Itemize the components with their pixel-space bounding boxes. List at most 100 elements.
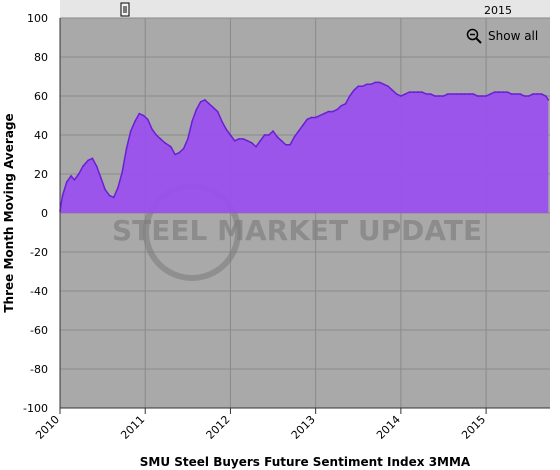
data-point bbox=[297, 130, 300, 132]
data-point bbox=[259, 140, 262, 142]
data-point bbox=[221, 120, 223, 123]
data-point bbox=[302, 124, 304, 127]
y-axis-ticks: 100 80 60 40 20 0 -20 -40 -60 -80 -100 bbox=[23, 12, 48, 415]
data-point bbox=[336, 108, 338, 111]
x-tick-label: 2011 bbox=[118, 413, 147, 442]
data-point bbox=[229, 134, 232, 136]
data-point bbox=[498, 91, 500, 93]
data-point bbox=[246, 140, 249, 142]
data-point bbox=[100, 177, 102, 179]
data-point bbox=[378, 81, 381, 84]
data-point bbox=[544, 95, 547, 97]
y-tick-label: 100 bbox=[27, 12, 48, 25]
data-point bbox=[327, 110, 330, 113]
data-point bbox=[472, 93, 475, 95]
data-point bbox=[459, 93, 462, 95]
data-point bbox=[348, 95, 351, 97]
data-point bbox=[374, 81, 377, 84]
y-tick-label: -100 bbox=[23, 402, 48, 415]
show-all-button[interactable]: Show all bbox=[466, 26, 538, 46]
x-tick-label: 2013 bbox=[289, 413, 318, 442]
data-point bbox=[370, 83, 372, 86]
data-point bbox=[104, 188, 106, 191]
data-point bbox=[267, 134, 270, 136]
series-layer bbox=[59, 81, 550, 213]
data-point bbox=[365, 83, 368, 86]
data-point bbox=[77, 173, 80, 175]
y-tick-label: -80 bbox=[30, 363, 48, 376]
data-point bbox=[272, 130, 274, 132]
data-point bbox=[331, 110, 334, 113]
data-point bbox=[255, 145, 257, 148]
data-point bbox=[438, 95, 441, 97]
data-point bbox=[73, 179, 76, 181]
data-point bbox=[485, 95, 487, 97]
data-point bbox=[187, 138, 189, 140]
y-axis-title: Three Month Moving Average bbox=[2, 113, 16, 312]
data-point bbox=[493, 91, 496, 93]
data-point bbox=[142, 114, 145, 117]
data-point bbox=[216, 110, 219, 113]
data-point bbox=[182, 147, 185, 150]
data-point bbox=[323, 112, 325, 115]
data-point bbox=[121, 171, 124, 173]
data-point bbox=[383, 83, 385, 86]
data-point bbox=[344, 103, 347, 105]
data-point bbox=[395, 93, 398, 95]
data-point bbox=[489, 93, 492, 95]
data-point bbox=[129, 130, 132, 132]
data-point bbox=[468, 93, 470, 95]
show-all-label: Show all bbox=[488, 29, 539, 43]
data-point bbox=[391, 89, 394, 91]
data-point bbox=[340, 104, 343, 107]
data-point bbox=[155, 134, 158, 136]
data-point bbox=[361, 85, 364, 88]
data-point bbox=[463, 93, 466, 95]
y-tick-label: -40 bbox=[30, 285, 48, 298]
x-axis-title: SMU Steel Buyers Future Sentiment Index … bbox=[140, 455, 471, 469]
data-point bbox=[455, 93, 458, 95]
x-tick-label: 2015 bbox=[459, 413, 488, 442]
data-point bbox=[191, 120, 193, 123]
data-point bbox=[204, 99, 206, 101]
data-point bbox=[387, 85, 389, 88]
data-point bbox=[506, 91, 509, 93]
data-point bbox=[280, 140, 283, 142]
data-point bbox=[263, 134, 266, 136]
data-point bbox=[421, 91, 423, 93]
data-point bbox=[212, 106, 215, 109]
data-point bbox=[536, 93, 539, 95]
data-point bbox=[481, 95, 483, 97]
y-tick-label: 20 bbox=[34, 168, 48, 181]
data-point bbox=[523, 95, 526, 97]
data-point bbox=[502, 91, 504, 93]
data-point bbox=[357, 85, 360, 88]
data-point bbox=[293, 136, 296, 138]
data-point bbox=[250, 142, 253, 144]
data-point bbox=[527, 95, 530, 97]
data-point bbox=[82, 165, 84, 167]
navigator-handle[interactable] bbox=[120, 2, 130, 17]
navigator-year-label: 2015 bbox=[484, 4, 512, 17]
data-point bbox=[532, 93, 534, 95]
y-tick-label: 0 bbox=[41, 207, 48, 220]
y-tick-label: 80 bbox=[34, 51, 48, 64]
series-area bbox=[60, 82, 549, 213]
data-point bbox=[285, 143, 287, 146]
data-point bbox=[276, 136, 279, 138]
svg-text:STEEL MARKET UPDATE: STEEL MARKET UPDATE bbox=[112, 214, 482, 247]
data-point bbox=[233, 140, 236, 142]
data-point bbox=[125, 147, 128, 150]
data-point bbox=[540, 93, 543, 95]
data-point bbox=[547, 99, 550, 101]
data-point bbox=[306, 118, 308, 121]
data-point bbox=[429, 93, 432, 95]
data-point bbox=[238, 138, 240, 140]
data-point bbox=[353, 89, 355, 91]
data-point bbox=[412, 91, 415, 93]
data-point bbox=[87, 159, 89, 162]
data-point bbox=[91, 157, 94, 160]
data-point bbox=[289, 143, 291, 146]
data-point bbox=[108, 194, 111, 197]
